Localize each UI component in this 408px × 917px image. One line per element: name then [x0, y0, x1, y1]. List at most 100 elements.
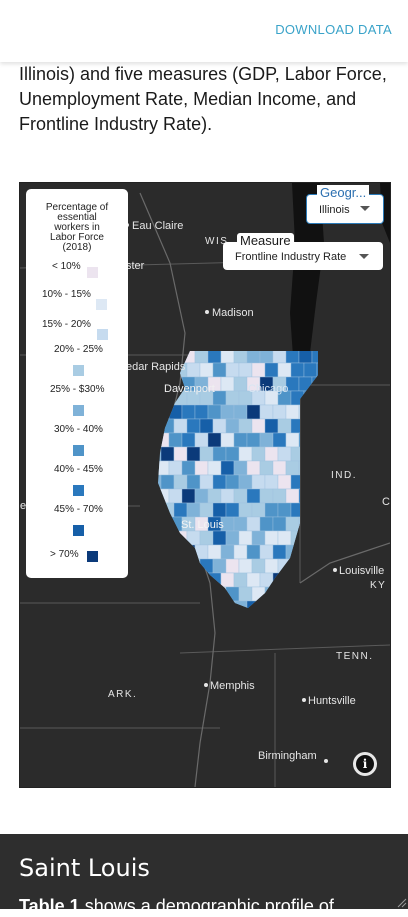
county-tile[interactable]: [303, 390, 318, 406]
county-tile[interactable]: [194, 404, 209, 420]
county-tile[interactable]: [290, 362, 305, 378]
county-tile[interactable]: [220, 460, 235, 476]
county-tile[interactable]: [285, 488, 300, 504]
county-tile[interactable]: [233, 572, 248, 588]
county-tile[interactable]: [220, 376, 235, 392]
county-tile[interactable]: [251, 502, 266, 518]
county-tile[interactable]: [181, 544, 196, 560]
county-tile[interactable]: [311, 600, 325, 615]
county-tile[interactable]: [272, 572, 287, 588]
county-tile[interactable]: [298, 460, 313, 476]
county-tile[interactable]: [290, 418, 305, 434]
county-tile[interactable]: [156, 516, 170, 532]
county-tile[interactable]: [168, 572, 183, 588]
county-tile[interactable]: [225, 502, 240, 518]
county-tile[interactable]: [246, 600, 261, 615]
county-tile[interactable]: [225, 530, 240, 546]
county-tile[interactable]: [316, 362, 330, 378]
measure-dropdown[interactable]: Measure Frontline Industry Rate: [223, 233, 383, 270]
county-tile[interactable]: [290, 474, 305, 490]
county-tile[interactable]: [259, 488, 274, 504]
county-tile[interactable]: [173, 418, 188, 434]
county-tile[interactable]: [285, 432, 300, 448]
county-tile[interactable]: [186, 418, 201, 434]
county-tile[interactable]: [160, 446, 175, 462]
county-tile[interactable]: [311, 544, 325, 560]
county-tile[interactable]: [303, 586, 318, 602]
county-tile[interactable]: [316, 502, 330, 518]
county-tile[interactable]: [220, 600, 235, 615]
county-tile[interactable]: [259, 572, 274, 588]
county-tile[interactable]: [168, 404, 183, 420]
info-button[interactable]: i: [353, 752, 377, 776]
county-tile[interactable]: [186, 558, 201, 574]
county-tile[interactable]: [194, 460, 209, 476]
county-tile[interactable]: [264, 446, 279, 462]
county-tile[interactable]: [251, 446, 266, 462]
county-tile[interactable]: [199, 418, 214, 434]
county-tile[interactable]: [251, 586, 266, 602]
download-data-link[interactable]: DOWNLOAD DATA: [275, 22, 392, 37]
county-tile[interactable]: [207, 349, 222, 364]
county-tile[interactable]: [259, 404, 274, 420]
county-tile[interactable]: [264, 558, 279, 574]
county-tile[interactable]: [181, 404, 196, 420]
county-tile[interactable]: [251, 362, 266, 378]
county-tile[interactable]: [238, 586, 253, 602]
county-tile[interactable]: [259, 516, 274, 532]
county-tile[interactable]: [233, 349, 248, 364]
county-tile[interactable]: [303, 502, 318, 518]
county-tile[interactable]: [238, 558, 253, 574]
county-tile[interactable]: [311, 572, 325, 588]
county-tile[interactable]: [225, 558, 240, 574]
county-tile[interactable]: [212, 418, 227, 434]
county-tile[interactable]: [303, 530, 318, 546]
county-tile[interactable]: [277, 474, 292, 490]
county-tile[interactable]: [277, 446, 292, 462]
county-tile[interactable]: [225, 362, 240, 378]
county-tile[interactable]: [220, 349, 235, 364]
county-tile[interactable]: [238, 530, 253, 546]
county-tile[interactable]: [207, 460, 222, 476]
county-tile[interactable]: [181, 488, 196, 504]
county-tile[interactable]: [290, 502, 305, 518]
county-tile[interactable]: [277, 558, 292, 574]
county-tile[interactable]: [316, 586, 330, 602]
county-tile[interactable]: [181, 432, 196, 448]
county-tile[interactable]: [259, 544, 274, 560]
county-tile[interactable]: [225, 474, 240, 490]
county-tile[interactable]: [186, 474, 201, 490]
county-tile[interactable]: [156, 572, 170, 588]
county-tile[interactable]: [225, 586, 240, 602]
county-tile[interactable]: [303, 446, 318, 462]
county-tile[interactable]: [194, 488, 209, 504]
county-tile[interactable]: [303, 558, 318, 574]
county-tile[interactable]: [168, 488, 183, 504]
county-tile[interactable]: [212, 558, 227, 574]
county-tile[interactable]: [277, 362, 292, 378]
county-tile[interactable]: [225, 446, 240, 462]
county-tile[interactable]: [264, 474, 279, 490]
county-tile[interactable]: [160, 530, 175, 546]
county-tile[interactable]: [277, 418, 292, 434]
county-tile[interactable]: [285, 404, 300, 420]
county-tile[interactable]: [233, 544, 248, 560]
county-tile[interactable]: [316, 446, 330, 462]
county-tile[interactable]: [160, 474, 175, 490]
county-tile[interactable]: [290, 390, 305, 406]
county-tile[interactable]: [173, 474, 188, 490]
county-tile[interactable]: [272, 600, 287, 615]
county-tile[interactable]: [311, 432, 325, 448]
county-tile[interactable]: [298, 516, 313, 532]
county-tile[interactable]: [290, 530, 305, 546]
county-tile[interactable]: [311, 404, 325, 420]
county-tile[interactable]: [194, 432, 209, 448]
county-tile[interactable]: [311, 349, 325, 364]
county-tile[interactable]: [220, 404, 235, 420]
resize-grip-icon[interactable]: [395, 896, 407, 908]
county-tile[interactable]: [156, 488, 170, 504]
county-tile[interactable]: [186, 446, 201, 462]
county-tile[interactable]: [246, 516, 261, 532]
county-tile[interactable]: [285, 572, 300, 588]
map-container[interactable]: Eau Claire WIS ster Madison edar Rapids …: [19, 182, 391, 788]
